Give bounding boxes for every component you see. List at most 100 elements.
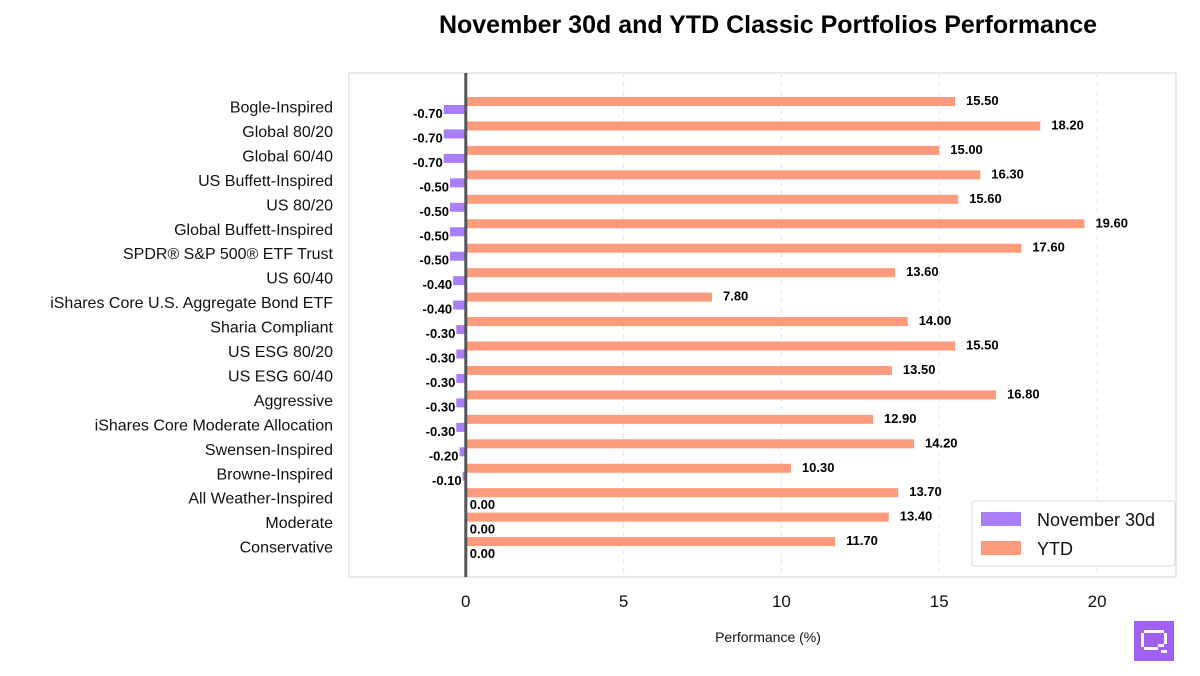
legend-swatch-november <box>981 512 1021 526</box>
bars <box>443 97 1085 547</box>
ytd-bar <box>465 317 908 327</box>
ytd-value-label: 12.90 <box>884 411 917 426</box>
ytd-value-label: 14.20 <box>925 435 958 450</box>
november-bar <box>450 227 466 237</box>
value-labels: 15.50 -0.70 18.20 -0.70 15.00 -0.70 16.30 -0.50… <box>413 93 1128 561</box>
ytd-bar <box>465 512 889 522</box>
november-value-label: 0.00 <box>470 522 495 537</box>
november-value-label: -0.70 <box>413 106 443 121</box>
x-tick-label-10: 10 <box>772 592 791 611</box>
november-value-label: -0.40 <box>423 277 453 292</box>
november-bar <box>456 349 466 359</box>
ytd-value-label: 13.70 <box>909 484 942 499</box>
ytd-value-label: 15.50 <box>966 93 999 108</box>
ytd-value-label: 17.60 <box>1032 240 1065 255</box>
november-bar <box>456 325 466 335</box>
category-label: iShares Core Moderate Allocation <box>95 417 333 434</box>
ytd-value-label: 14.00 <box>919 313 952 328</box>
november-bar <box>456 398 466 408</box>
november-value-label: 0.00 <box>470 546 495 561</box>
november-bar <box>456 373 466 383</box>
november-value-label: -0.10 <box>432 473 462 488</box>
x-axis-label: Performance (%) <box>715 629 821 645</box>
category-label: US 60/40 <box>266 271 333 288</box>
category-label: Aggressive <box>254 393 333 410</box>
ytd-bar <box>465 488 899 498</box>
november-bar <box>459 447 466 457</box>
category-label: US Buffett-Inspired <box>198 173 333 190</box>
category-label: Global Buffett-Inspired <box>174 222 333 239</box>
legend: November 30d YTD <box>971 500 1176 567</box>
november-value-label: -0.30 <box>426 326 456 341</box>
x-tick-label-0: 0 <box>461 592 470 611</box>
ytd-bar <box>465 390 997 400</box>
november-bar <box>450 178 466 188</box>
ytd-bar <box>465 365 892 375</box>
november-value-label: -0.70 <box>413 155 443 170</box>
ytd-bar <box>465 121 1041 131</box>
november-bar <box>450 202 466 212</box>
november-value-label: -0.30 <box>426 424 456 439</box>
ytd-value-label: 11.70 <box>846 533 878 548</box>
november-value-label: -0.50 <box>419 204 449 219</box>
november-value-label: -0.20 <box>429 448 459 463</box>
ytd-bar <box>465 292 712 302</box>
ytd-value-label: 15.60 <box>969 191 1002 206</box>
legend-swatch-ytd <box>981 541 1021 555</box>
ytd-bar <box>465 341 956 351</box>
legend-box <box>971 500 1176 567</box>
november-value-label: -0.50 <box>419 179 449 194</box>
category-label: Moderate <box>265 515 333 532</box>
november-value-label: -0.30 <box>426 399 456 414</box>
ytd-value-label: 7.80 <box>723 289 748 304</box>
november-value-label: -0.50 <box>419 228 449 243</box>
ytd-value-label: 16.80 <box>1007 386 1040 401</box>
ytd-value-label: 13.60 <box>906 264 939 279</box>
november-bar <box>443 153 466 163</box>
x-tick-label-20: 20 <box>1088 592 1107 611</box>
category-labels: Bogle-Inspired Global 80/20 Global 60/40 US… <box>50 100 333 557</box>
ytd-bar <box>465 414 873 424</box>
ytd-bar <box>465 537 836 547</box>
legend-label-ytd: YTD <box>1037 539 1073 559</box>
ytd-value-label: 13.50 <box>903 362 936 377</box>
category-label: Global 80/20 <box>242 124 333 141</box>
x-tick-labels: 0 5 10 15 20 <box>461 592 1106 611</box>
november-bar <box>453 300 466 310</box>
category-label: All Weather-Inspired <box>188 491 333 508</box>
chat-bubble-logo-icon <box>1134 621 1174 661</box>
november-bar <box>450 251 466 261</box>
november-value-label: -0.40 <box>423 302 453 317</box>
november-bar <box>443 129 466 139</box>
category-label: Browne-Inspired <box>217 466 334 483</box>
x-tick-label-5: 5 <box>619 592 628 611</box>
ytd-bar <box>465 194 959 204</box>
ytd-value-label: 18.20 <box>1051 117 1084 132</box>
ytd-bar <box>465 170 981 180</box>
november-bar <box>443 105 466 114</box>
category-label: Bogle-Inspired <box>230 100 333 117</box>
chart-title: November 30d and YTD Classic Portfolios … <box>439 11 1097 39</box>
november-value-label: -0.30 <box>426 375 456 390</box>
x-tick-label-15: 15 <box>930 592 949 611</box>
november-bar <box>456 422 466 432</box>
november-value-label: -0.30 <box>426 351 456 366</box>
ytd-value-label: 19.60 <box>1095 215 1128 230</box>
ytd-bar <box>465 439 915 449</box>
legend-label-november: November 30d <box>1037 510 1155 530</box>
category-label: iShares Core U.S. Aggregate Bond ETF <box>50 295 333 312</box>
ytd-bar <box>465 463 791 473</box>
ytd-value-label: 15.00 <box>950 142 983 157</box>
ytd-value-label: 10.30 <box>802 460 835 475</box>
ytd-bar <box>465 145 940 155</box>
ytd-value-label: 16.30 <box>991 166 1024 181</box>
ytd-value-label: 13.40 <box>900 509 933 524</box>
category-label: US ESG 80/20 <box>228 344 333 361</box>
category-label: Conservative <box>240 540 333 557</box>
november-bar <box>453 276 466 286</box>
ytd-bar <box>465 97 956 106</box>
category-label: Sharia Compliant <box>210 320 333 337</box>
ytd-bar <box>465 219 1085 229</box>
category-label: Global 60/40 <box>242 148 333 165</box>
